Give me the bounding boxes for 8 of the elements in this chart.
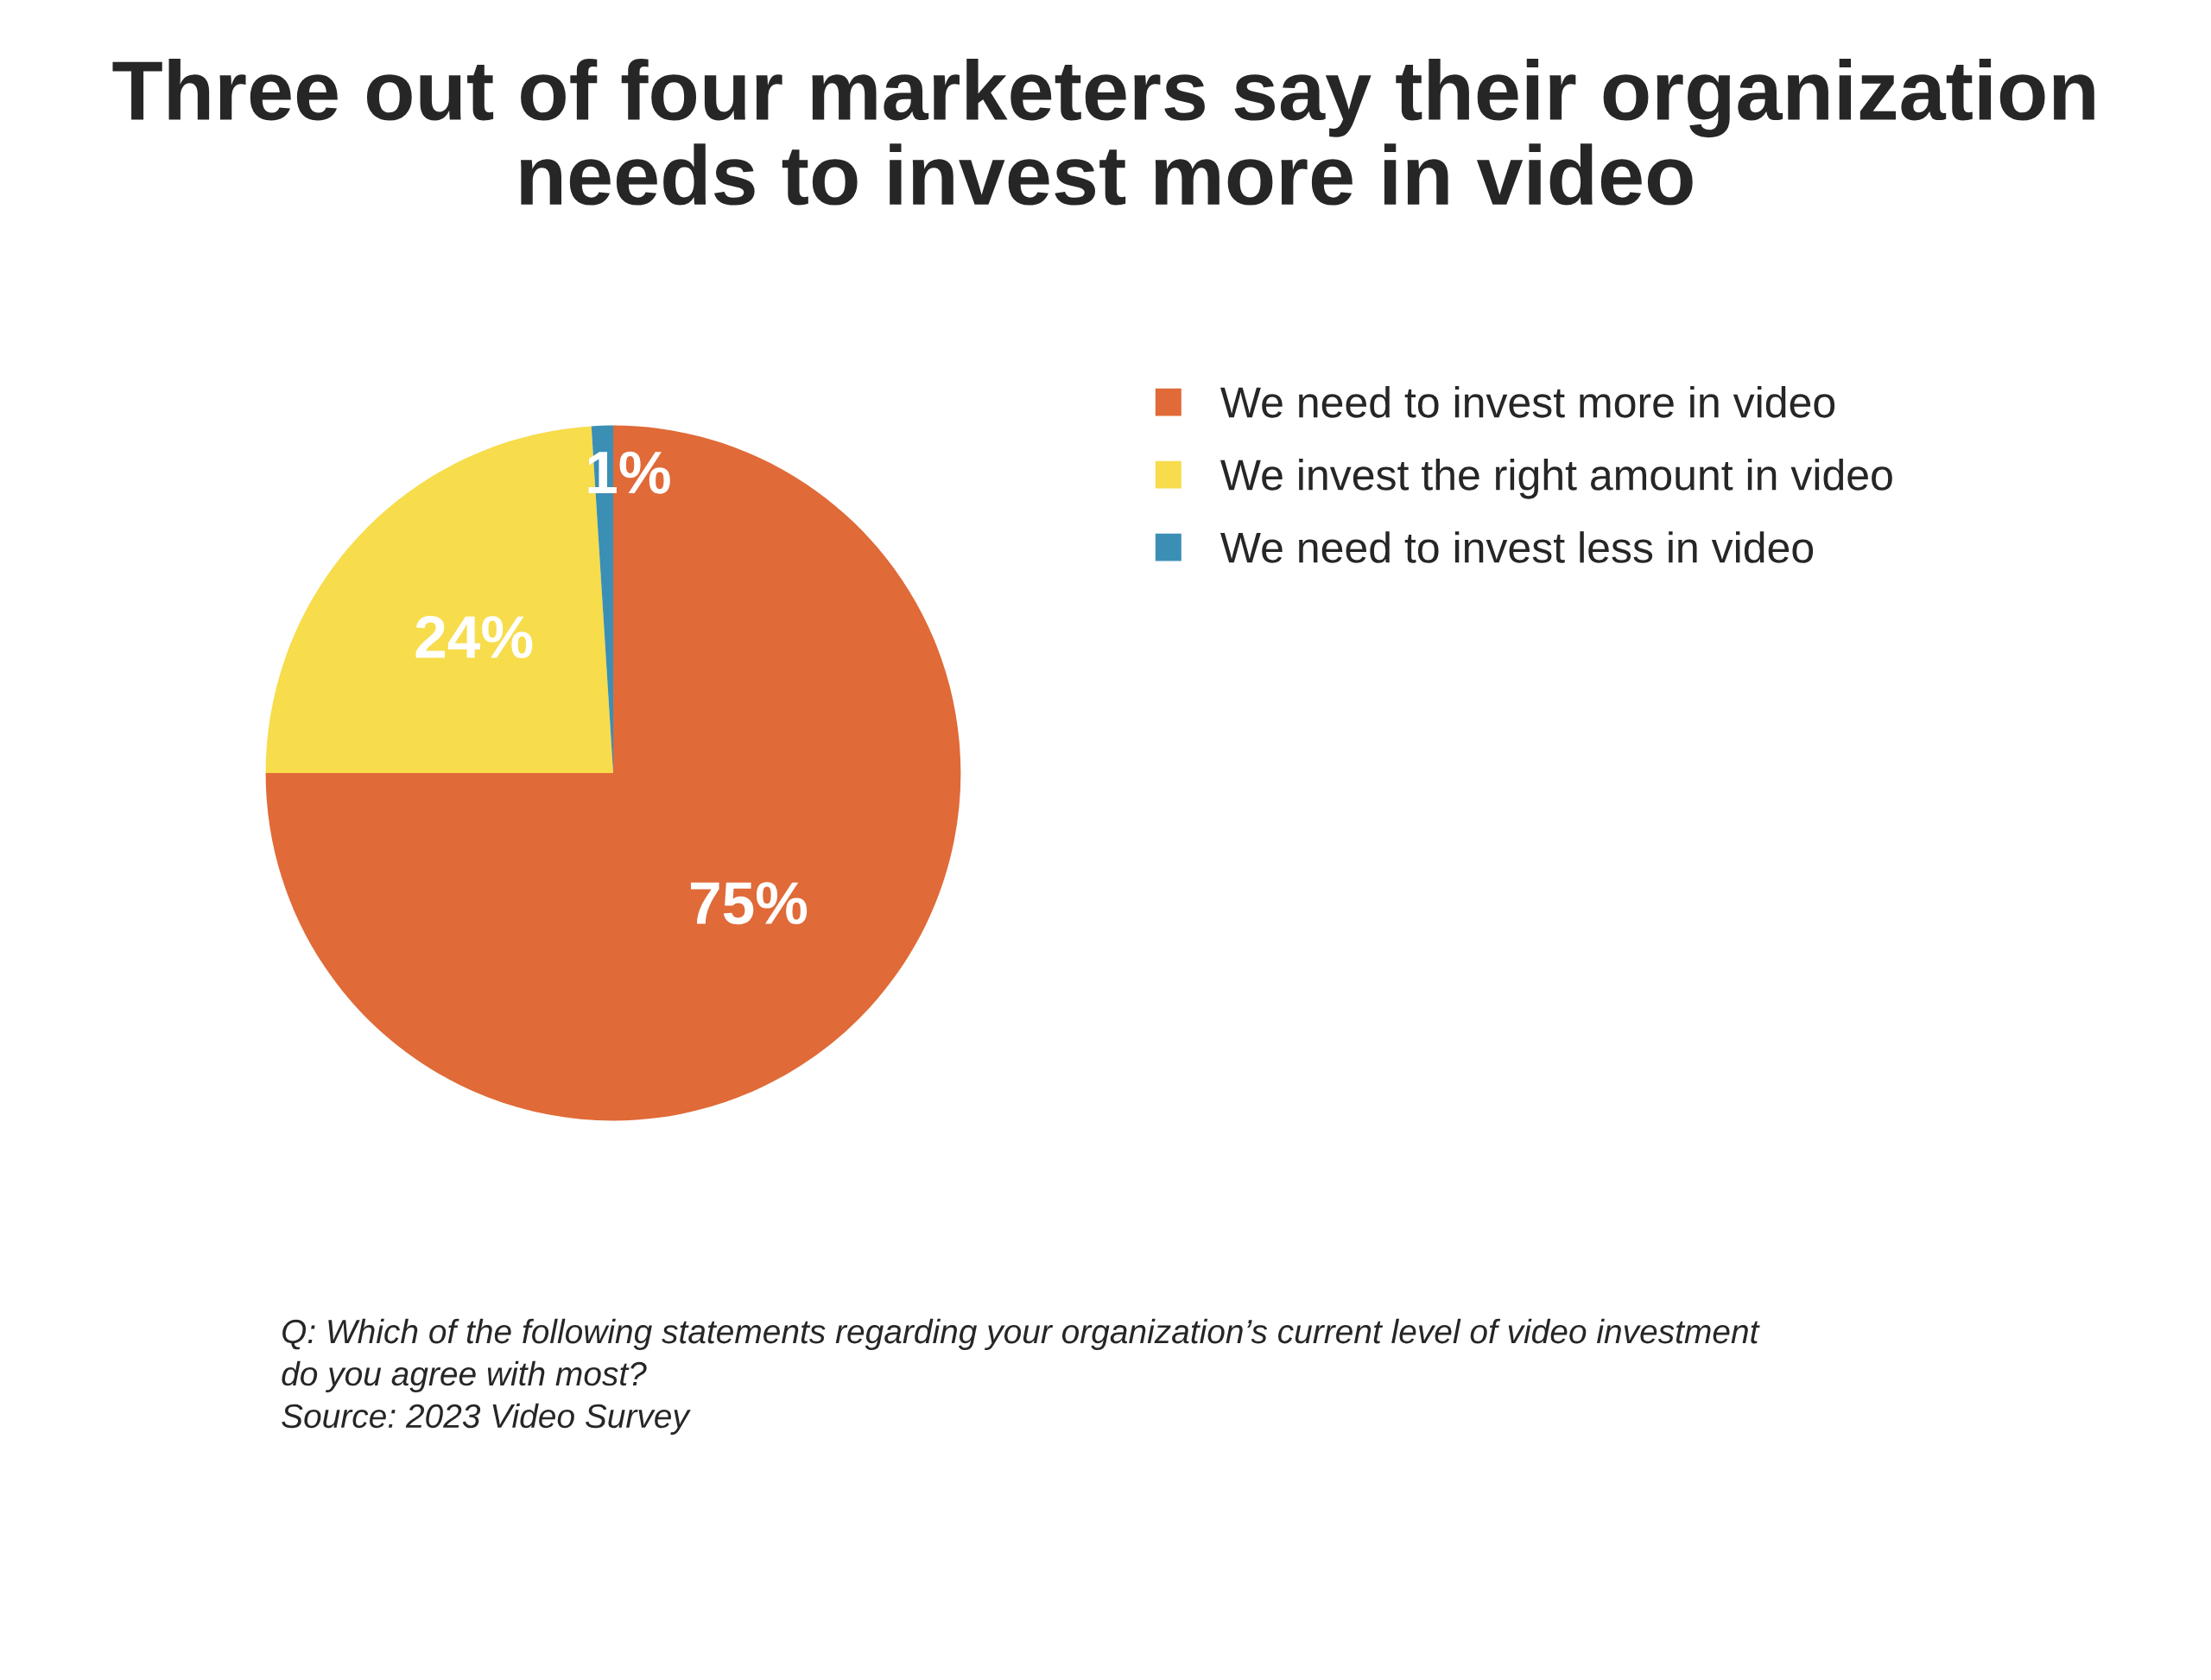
chart-title: Three out of four marketers say their organization needs to invest more in video bbox=[112, 59, 2094, 206]
text: Q: Which of the following statements regarding your organization’s current level of video investment do you agree with most? Source: 2023 Video Survey bbox=[282, 1318, 1760, 1435]
data-label: 75% bbox=[690, 882, 808, 925]
data-label: 24% bbox=[415, 615, 533, 658]
pie-slice bbox=[265, 425, 961, 1121]
legend-label: We need to invest less in video bbox=[1220, 531, 1814, 563]
legend-label: We need to invest more in video bbox=[1220, 385, 1835, 418]
legend-label: We invest the right amount in video bbox=[1220, 459, 1892, 499]
